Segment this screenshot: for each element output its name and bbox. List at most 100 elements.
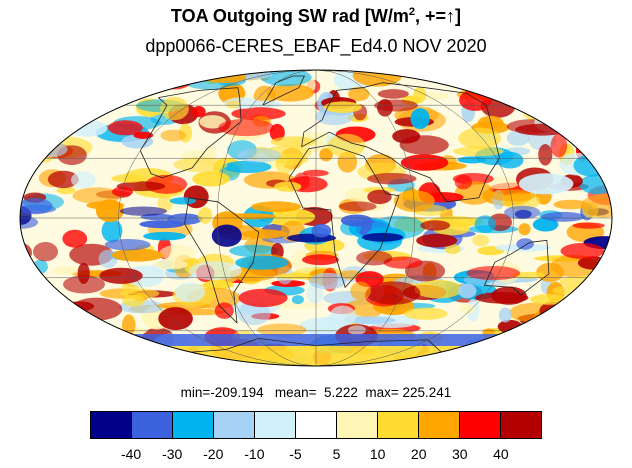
field-patch	[237, 148, 282, 163]
field-patch	[377, 89, 409, 99]
field-patch	[20, 304, 49, 315]
field-patch	[211, 224, 242, 247]
field-patch	[362, 232, 404, 242]
min-value: -209.194	[210, 385, 264, 400]
field-patch	[122, 294, 145, 307]
field-patch	[20, 99, 50, 117]
field-patch	[174, 282, 205, 303]
field-patch	[566, 70, 604, 85]
field-patch	[160, 96, 189, 121]
coastline-shape	[139, 87, 242, 179]
field-patch	[262, 208, 316, 226]
field-patch	[583, 70, 612, 85]
field-patch	[107, 120, 143, 136]
colorbar-box-7	[378, 412, 419, 438]
graticule-lines	[20, 70, 612, 366]
field-patch	[192, 171, 230, 187]
field-patch	[449, 70, 468, 88]
field-patch	[410, 108, 430, 130]
field-patch	[504, 86, 531, 104]
field-patch	[573, 154, 611, 177]
field-patch	[223, 213, 276, 220]
field-patch	[348, 86, 370, 102]
max-value: 225.241	[402, 385, 452, 400]
field-patch	[457, 156, 487, 164]
field-patch	[33, 309, 53, 318]
field-patch	[555, 324, 600, 346]
field-patch	[350, 281, 371, 301]
field-patch	[20, 126, 44, 145]
colorbar-label: -5	[289, 446, 302, 462]
field-patch	[157, 194, 173, 212]
mean-value: 5.222	[324, 385, 358, 400]
field-patch	[20, 70, 50, 94]
field-patch	[458, 127, 501, 149]
field-patch	[302, 254, 339, 266]
field-patch	[20, 151, 37, 160]
field-patch	[560, 243, 605, 259]
field-patch	[551, 355, 591, 366]
field-patch	[119, 206, 167, 216]
field-patch	[188, 261, 242, 281]
field-patch	[34, 106, 50, 115]
min-label: min=	[180, 385, 211, 400]
field-patch	[518, 173, 574, 195]
field-patch	[77, 262, 90, 284]
field-patch	[497, 319, 523, 334]
field-patch	[20, 351, 28, 361]
meridian-line	[217, 70, 317, 366]
field-patch	[496, 151, 524, 169]
field-patch	[482, 328, 496, 336]
field-patch	[459, 304, 476, 314]
field-patch	[569, 352, 603, 364]
field-patch	[51, 266, 83, 275]
field-patch	[37, 70, 65, 79]
field-patch	[413, 86, 427, 104]
colorbar-label: 10	[369, 446, 386, 462]
field-patch	[327, 133, 366, 158]
field-patch	[521, 334, 549, 353]
field-patch	[21, 312, 68, 326]
field-patch	[62, 229, 88, 248]
field-patch	[600, 75, 612, 87]
field-patch	[511, 271, 546, 279]
field-patch	[545, 105, 568, 124]
field-patch	[475, 292, 529, 304]
colorbar-label: 5	[332, 446, 341, 462]
colorbar-box-10	[501, 412, 541, 438]
antarctic-band	[120, 334, 540, 346]
plot-title: TOA Outgoing SW rad [W/m2, +=↑]	[0, 6, 632, 27]
field-patch	[377, 99, 393, 117]
colorbar-box-3	[214, 412, 255, 438]
field-patch	[575, 90, 598, 108]
field-patch	[560, 341, 601, 366]
colorbar-label: -30	[162, 446, 183, 462]
field-patch	[516, 238, 534, 250]
map-border	[19, 69, 613, 367]
field-patch	[548, 76, 593, 91]
field-patch	[541, 211, 586, 222]
colorbar-box-2	[173, 412, 214, 438]
colorbar-label: -40	[120, 446, 142, 462]
field-patch	[564, 70, 578, 80]
colorbar-box-4	[255, 412, 296, 438]
colorbar-box-9	[460, 412, 501, 438]
field-patch	[56, 78, 84, 89]
field-patch	[154, 259, 188, 270]
max-label: max=	[365, 385, 399, 400]
field-patch	[504, 205, 541, 220]
field-patch	[506, 130, 530, 146]
field-patch	[536, 262, 565, 282]
field-patch	[563, 354, 611, 361]
field-patch	[99, 267, 143, 284]
field-patch	[545, 332, 575, 345]
field-patch	[463, 70, 520, 79]
field-patch	[142, 72, 186, 87]
field-patch	[474, 215, 496, 233]
field-patch	[61, 323, 91, 345]
field-patch	[52, 116, 79, 124]
field-patch	[56, 111, 70, 136]
field-patch	[491, 338, 531, 357]
field-patch	[237, 301, 271, 326]
field-patch	[210, 361, 232, 366]
